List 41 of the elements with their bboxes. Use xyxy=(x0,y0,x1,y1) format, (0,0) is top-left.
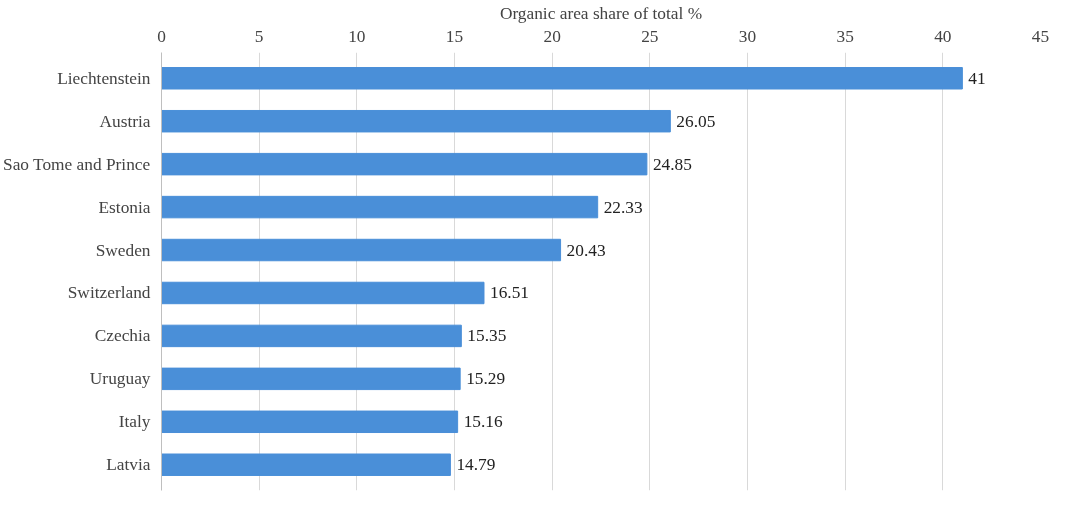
y-tick-label: Austria xyxy=(99,111,151,131)
x-axis-title: Organic area share of total % xyxy=(499,3,703,23)
bar xyxy=(161,410,459,434)
y-tick-label: Latvia xyxy=(106,455,151,475)
x-tick-label: 30 xyxy=(738,26,757,46)
x-tick-label: 15 xyxy=(445,26,464,46)
y-tick-label: Sweden xyxy=(95,240,151,260)
data-label: 22.33 xyxy=(603,197,643,217)
data-label: 14.79 xyxy=(456,455,496,475)
y-tick-label: Sao Tome and Prince xyxy=(3,154,151,174)
bar xyxy=(161,67,963,90)
y-tick-label: Estonia xyxy=(98,197,151,217)
bar xyxy=(161,367,461,391)
x-tick-label: 0 xyxy=(157,26,166,46)
y-tick-label: Uruguay xyxy=(89,369,151,389)
data-label: 41 xyxy=(968,68,986,88)
bar xyxy=(161,238,562,262)
data-label: 26.05 xyxy=(676,111,716,131)
x-tick-label: 45 xyxy=(1031,26,1050,46)
y-tick-label: Czechia xyxy=(94,326,151,346)
data-label: 15.29 xyxy=(466,369,506,389)
data-label: 24.85 xyxy=(652,154,692,174)
data-label: 15.35 xyxy=(467,326,507,346)
data-label: 20.43 xyxy=(566,240,606,260)
x-tick-label: 40 xyxy=(934,26,952,46)
data-label: 16.51 xyxy=(490,283,529,303)
y-tick-label: Italy xyxy=(118,412,151,432)
y-tick-label: Switzerland xyxy=(67,283,151,303)
bar xyxy=(161,324,462,348)
data-label: 15.16 xyxy=(463,412,503,432)
x-tick-label: 25 xyxy=(641,26,659,46)
bar xyxy=(161,109,671,133)
x-tick-label: 20 xyxy=(543,26,561,46)
bar xyxy=(161,195,599,219)
y-tick-label: Liechtenstein xyxy=(57,68,151,88)
x-tick-label: 35 xyxy=(836,26,854,46)
bar xyxy=(161,152,648,176)
x-tick-label: 10 xyxy=(348,26,366,46)
bar xyxy=(161,453,451,476)
x-tick-label: 5 xyxy=(254,26,264,46)
bar xyxy=(161,281,485,305)
